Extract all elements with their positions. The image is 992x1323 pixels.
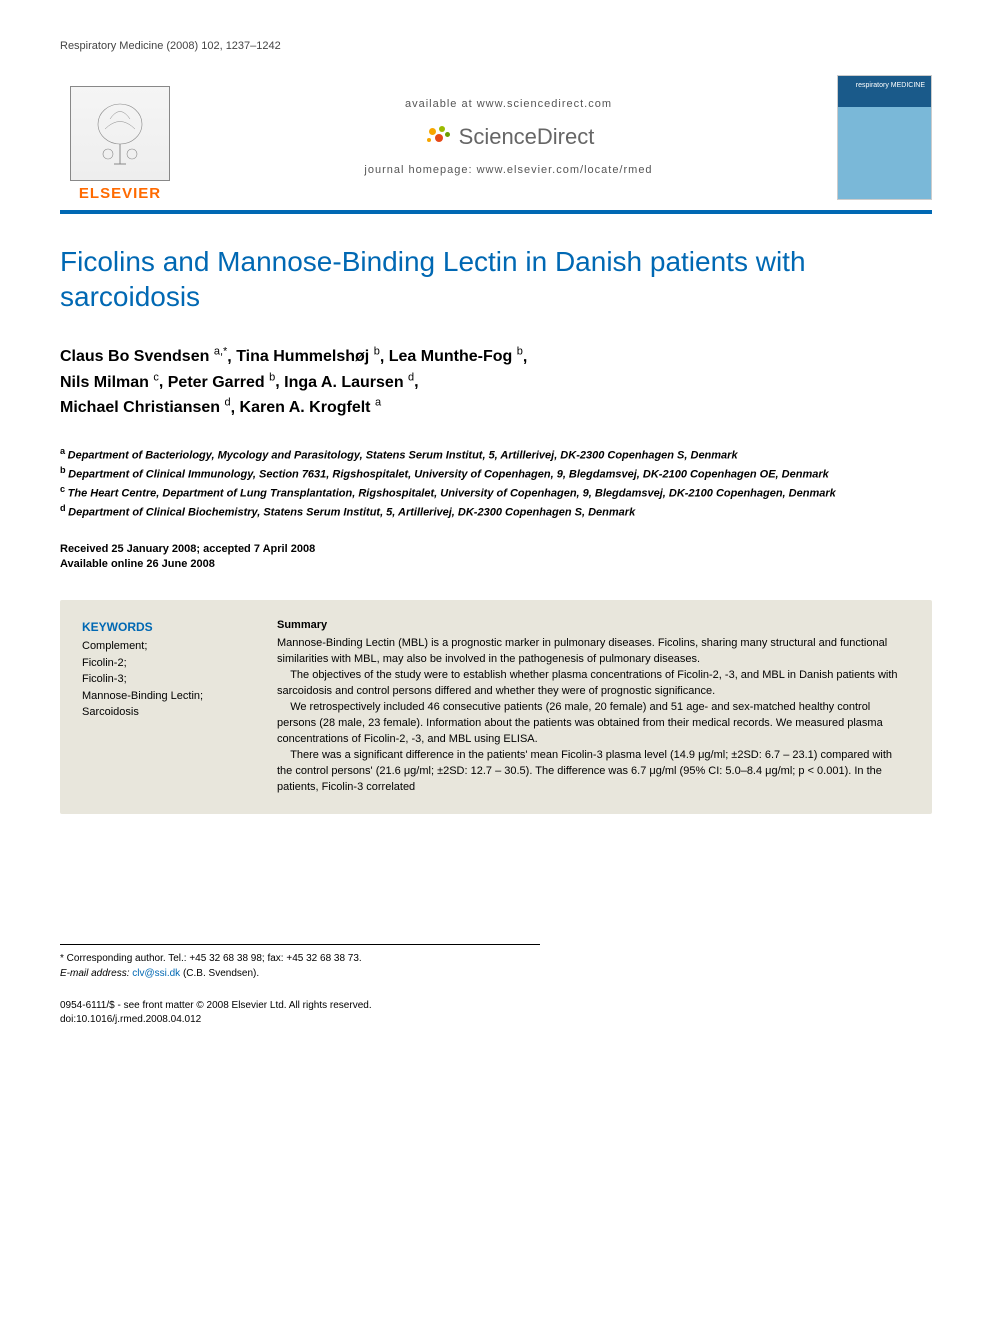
copyright-line: 0954-6111/$ - see front matter © 2008 El…: [60, 999, 932, 1013]
summary-p2: The objectives of the study were to esta…: [277, 668, 910, 700]
sciencedirect-wordmark: ScienceDirect: [459, 124, 595, 150]
affiliations-list: a Department of Bacteriology, Mycology a…: [60, 445, 932, 522]
homepage-url[interactable]: www.elsevier.com/locate/rmed: [477, 164, 653, 176]
summary-heading: Summary: [277, 618, 910, 634]
author: Michael Christiansen d: [60, 399, 231, 416]
sciencedirect-dots-icon: [423, 126, 453, 148]
elsevier-wordmark: ELSEVIER: [79, 185, 161, 202]
summary-p3: We retrospectively included 46 consecuti…: [277, 700, 910, 748]
available-online-date: Available online 26 June 2008: [60, 557, 932, 572]
received-accepted-date: Received 25 January 2008; accepted 7 Apr…: [60, 542, 932, 557]
author-affil-sup: b: [269, 371, 275, 383]
keyword-item: Mannose-Binding Lectin;: [82, 688, 257, 705]
homepage-label: journal homepage:: [364, 164, 476, 176]
affiliation: c The Heart Centre, Department of Lung T…: [60, 483, 932, 502]
summary-p1: Mannose-Binding Lectin (MBL) is a progno…: [277, 636, 910, 668]
author: Tina Hummelshøj b: [236, 348, 380, 365]
keyword-item: Ficolin-2;: [82, 655, 257, 672]
doi-line: doi:10.1016/j.rmed.2008.04.012: [60, 1013, 932, 1027]
corresponding-footnote: * Corresponding author. Tel.: +45 32 68 …: [60, 944, 540, 981]
journal-homepage: journal homepage: www.elsevier.com/locat…: [190, 164, 827, 176]
affiliation: a Department of Bacteriology, Mycology a…: [60, 445, 932, 464]
affiliation-sup: c: [60, 484, 68, 494]
keywords-heading: KEYWORDS: [82, 618, 257, 636]
corresponding-email[interactable]: clv@ssi.dk: [132, 968, 180, 979]
copyright-block: 0954-6111/$ - see front matter © 2008 El…: [60, 999, 932, 1027]
cover-text: respiratory MEDICINE: [856, 82, 925, 89]
affiliation: b Department of Clinical Immunology, Sec…: [60, 464, 932, 483]
elsevier-logo: ELSEVIER: [60, 72, 180, 202]
summary-column: Summary Mannose-Binding Lectin (MBL) is …: [277, 618, 910, 795]
corresponding-author-line: * Corresponding author. Tel.: +45 32 68 …: [60, 951, 540, 966]
journal-reference: Respiratory Medicine (2008) 102, 1237–12…: [60, 40, 932, 52]
affiliation: d Department of Clinical Biochemistry, S…: [60, 502, 932, 521]
author: Lea Munthe-Fog b: [389, 348, 523, 365]
journal-cover-thumb: respiratory MEDICINE: [837, 75, 932, 200]
author: Peter Garred b: [168, 374, 276, 391]
author-affil-sup: d: [408, 371, 414, 383]
keyword-item: Sarcoidosis: [82, 704, 257, 721]
author: Inga A. Laursen d: [284, 374, 414, 391]
abstract-block: KEYWORDS Complement;Ficolin-2;Ficolin-3;…: [60, 600, 932, 813]
keyword-item: Complement;: [82, 638, 257, 655]
author: Nils Milman c: [60, 374, 159, 391]
author-affil-sup: a: [375, 397, 381, 409]
masthead: ELSEVIER available at www.sciencedirect.…: [60, 72, 932, 214]
email-label: E-mail address:: [60, 968, 132, 979]
email-tail: (C.B. Svendsen).: [180, 968, 259, 979]
available-at-text: available at www.sciencedirect.com: [190, 98, 827, 110]
author-affil-sup: b: [517, 346, 523, 358]
elsevier-tree-icon: [70, 86, 170, 181]
article-dates: Received 25 January 2008; accepted 7 Apr…: [60, 542, 932, 573]
affiliation-sup: d: [60, 503, 68, 513]
article-title: Ficolins and Mannose-Binding Lectin in D…: [60, 244, 932, 314]
keyword-item: Ficolin-3;: [82, 671, 257, 688]
summary-p4: There was a significant difference in th…: [277, 748, 910, 796]
affiliation-sup: a: [60, 446, 68, 456]
masthead-center: available at www.sciencedirect.com Scien…: [180, 98, 837, 176]
author-affil-sup: b: [374, 346, 380, 358]
author-affil-sup: c: [153, 371, 159, 383]
sciencedirect-logo: ScienceDirect: [423, 124, 595, 150]
author-affil-sup: d: [225, 397, 231, 409]
author-affil-sup: a,*: [214, 346, 227, 358]
email-line: E-mail address: clv@ssi.dk (C.B. Svendse…: [60, 966, 540, 981]
author: Karen A. Krogfelt a: [240, 399, 382, 416]
authors-list: Claus Bo Svendsen a,*, Tina Hummelshøj b…: [60, 344, 932, 420]
affiliation-sup: b: [60, 465, 68, 475]
author: Claus Bo Svendsen a,*: [60, 348, 227, 365]
keywords-column: KEYWORDS Complement;Ficolin-2;Ficolin-3;…: [82, 618, 257, 795]
